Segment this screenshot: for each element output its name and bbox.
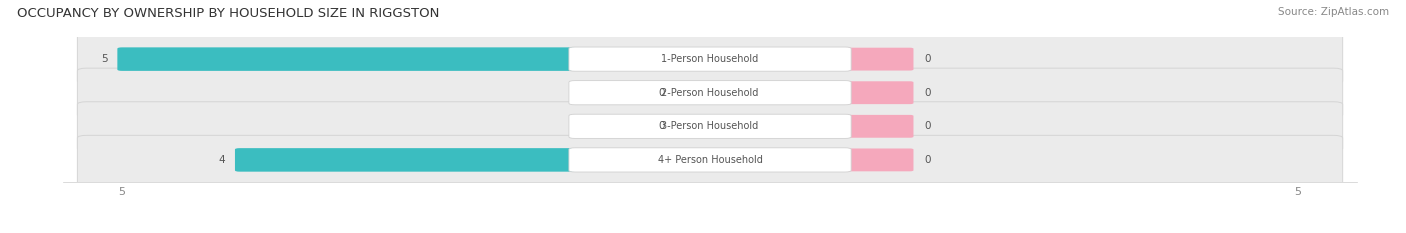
Text: 3-Person Household: 3-Person Household xyxy=(661,121,759,131)
FancyBboxPatch shape xyxy=(569,81,851,105)
FancyBboxPatch shape xyxy=(569,114,851,138)
FancyBboxPatch shape xyxy=(117,47,714,71)
Text: Source: ZipAtlas.com: Source: ZipAtlas.com xyxy=(1278,7,1389,17)
FancyBboxPatch shape xyxy=(569,47,851,71)
FancyBboxPatch shape xyxy=(842,148,914,171)
Text: 0: 0 xyxy=(659,121,665,131)
FancyBboxPatch shape xyxy=(77,135,1343,185)
Legend: Owner-occupied, Renter-occupied: Owner-occupied, Renter-occupied xyxy=(593,232,827,233)
Text: 0: 0 xyxy=(659,88,665,98)
Text: OCCUPANCY BY OWNERSHIP BY HOUSEHOLD SIZE IN RIGGSTON: OCCUPANCY BY OWNERSHIP BY HOUSEHOLD SIZE… xyxy=(17,7,439,20)
FancyBboxPatch shape xyxy=(842,115,914,138)
Text: 2-Person Household: 2-Person Household xyxy=(661,88,759,98)
Text: 4: 4 xyxy=(219,155,225,165)
FancyBboxPatch shape xyxy=(842,48,914,71)
Text: 0: 0 xyxy=(924,54,931,64)
FancyBboxPatch shape xyxy=(671,115,714,138)
FancyBboxPatch shape xyxy=(77,102,1343,151)
Text: 4+ Person Household: 4+ Person Household xyxy=(658,155,762,165)
FancyBboxPatch shape xyxy=(671,81,714,104)
FancyBboxPatch shape xyxy=(77,34,1343,84)
Text: 1-Person Household: 1-Person Household xyxy=(661,54,759,64)
Text: 5: 5 xyxy=(101,54,108,64)
Text: 0: 0 xyxy=(924,88,931,98)
FancyBboxPatch shape xyxy=(77,68,1343,117)
FancyBboxPatch shape xyxy=(842,81,914,104)
FancyBboxPatch shape xyxy=(569,148,851,172)
FancyBboxPatch shape xyxy=(235,148,714,172)
Text: 0: 0 xyxy=(924,155,931,165)
Text: 0: 0 xyxy=(924,121,931,131)
